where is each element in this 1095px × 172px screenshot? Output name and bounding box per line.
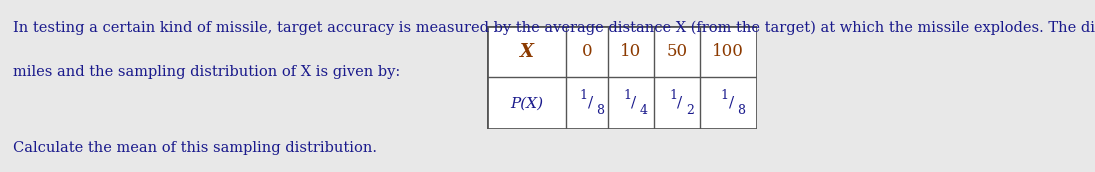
Text: 8: 8 <box>737 104 746 117</box>
Text: /: / <box>632 95 636 109</box>
Text: /: / <box>729 95 734 109</box>
Text: miles and the sampling distribution of X is given by:: miles and the sampling distribution of X… <box>13 65 401 79</box>
Text: /: / <box>588 95 592 109</box>
Text: 50: 50 <box>666 43 688 60</box>
Text: 1: 1 <box>721 89 729 102</box>
Text: 1: 1 <box>623 89 632 102</box>
Text: 1: 1 <box>669 89 678 102</box>
Text: X: X <box>520 43 533 61</box>
Text: 0: 0 <box>581 43 592 60</box>
Text: 4: 4 <box>639 104 648 117</box>
Text: 100: 100 <box>712 43 745 60</box>
Text: P(X): P(X) <box>510 96 543 110</box>
Text: 8: 8 <box>596 104 604 117</box>
Text: Calculate the mean of this sampling distribution.: Calculate the mean of this sampling dist… <box>13 141 377 155</box>
Text: /: / <box>678 95 682 109</box>
Text: 2: 2 <box>685 104 694 117</box>
Text: In testing a certain kind of missile, target accuracy is measured by the average: In testing a certain kind of missile, ta… <box>13 21 1095 35</box>
Text: 10: 10 <box>620 43 642 60</box>
Text: 1: 1 <box>579 89 588 102</box>
